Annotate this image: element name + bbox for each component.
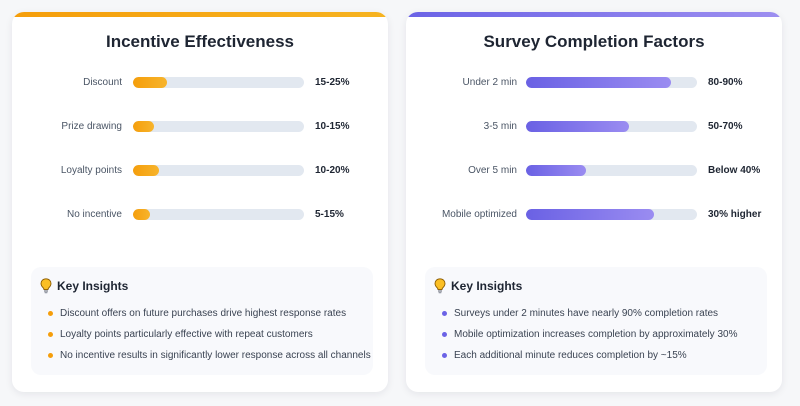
value-label: 50-70% xyxy=(708,121,743,132)
bullet-dot-icon xyxy=(48,353,53,358)
bar-track xyxy=(526,165,697,176)
chart-title: Survey Completion Factors xyxy=(483,32,705,51)
bar-fill xyxy=(133,209,151,220)
value-label: 80-90% xyxy=(708,77,743,88)
incentive-effectiveness-card: Incentive Effectiveness Discount 15-25% Pr… xyxy=(12,12,388,392)
category-label: Prize drawing xyxy=(61,121,122,132)
bar-row: 3-5 min 50-70% xyxy=(406,120,782,134)
insight-text: Discount offers on future purchases driv… xyxy=(60,308,347,319)
bar-row: Mobile optimized 30% higher xyxy=(406,208,782,222)
bullet-dot-icon xyxy=(442,311,447,316)
survey-completion-card: Survey Completion Factors Under 2 min 80-… xyxy=(406,12,782,392)
value-label: 15-25% xyxy=(315,77,350,88)
insight-text: Each additional minute reduces completio… xyxy=(454,350,687,361)
category-label: 3-5 min xyxy=(483,121,517,132)
value-label: 5-15% xyxy=(315,209,344,220)
bar-track xyxy=(526,77,697,88)
bar-fill xyxy=(526,165,586,176)
bar-track xyxy=(133,165,304,176)
category-label: Mobile optimized xyxy=(441,209,517,220)
bar-row: No incentive 5-15% xyxy=(12,208,388,222)
category-label: Discount xyxy=(83,77,122,88)
bar-row: Discount 15-25% xyxy=(12,76,388,90)
bar-fill xyxy=(526,209,655,220)
insight-item: Loyalty points particularly effective wi… xyxy=(48,328,368,342)
insight-text: Surveys under 2 minutes have nearly 90% … xyxy=(454,308,719,319)
bullet-dot-icon xyxy=(48,311,53,316)
value-label: 10-15% xyxy=(315,121,350,132)
insights-title: Key Insights xyxy=(57,279,129,293)
value-label: Below 40% xyxy=(708,165,761,176)
bar-track xyxy=(526,209,697,220)
bullet-dot-icon xyxy=(442,332,447,337)
insight-item: Surveys under 2 minutes have nearly 90% … xyxy=(442,307,762,321)
category-label: Over 5 min xyxy=(468,165,517,176)
insight-item: Discount offers on future purchases driv… xyxy=(48,307,368,321)
bar-fill xyxy=(526,121,629,132)
insight-text: Mobile optimization increases completion… xyxy=(454,329,738,340)
lightbulb-icon xyxy=(434,278,446,294)
bar-track xyxy=(133,77,304,88)
insights-title: Key Insights xyxy=(451,279,523,293)
bar-row: Prize drawing 10-15% xyxy=(12,120,388,134)
bar-row: Over 5 min Below 40% xyxy=(406,164,782,178)
lightbulb-icon xyxy=(40,278,52,294)
value-label: 30% higher xyxy=(708,209,762,220)
bar-row: Loyalty points 10-20% xyxy=(12,164,388,178)
bar-row: Under 2 min 80-90% xyxy=(406,76,782,90)
bar-fill xyxy=(133,121,155,132)
accent-bar xyxy=(406,12,782,17)
insight-text: Loyalty points particularly effective wi… xyxy=(60,329,313,340)
category-label: Under 2 min xyxy=(462,77,517,88)
insight-item: No incentive results in significantly lo… xyxy=(48,349,371,363)
bar-track xyxy=(133,121,304,132)
key-insights-panel: Key Insights Surveys under 2 minutes hav… xyxy=(425,267,767,375)
value-label: 10-20% xyxy=(315,165,350,176)
bullet-dot-icon xyxy=(442,353,447,358)
bar-fill xyxy=(133,165,159,176)
bullet-dot-icon xyxy=(48,332,53,337)
insight-item: Each additional minute reduces completio… xyxy=(442,349,762,363)
key-insights-panel: Key Insights Discount offers on future p… xyxy=(31,267,373,375)
accent-bar xyxy=(12,12,388,17)
bar-track xyxy=(133,209,304,220)
chart-title: Incentive Effectiveness xyxy=(105,32,295,51)
category-label: Loyalty points xyxy=(60,165,122,176)
insight-text: No incentive results in significantly lo… xyxy=(60,350,371,361)
bar-track xyxy=(526,121,697,132)
insight-item: Mobile optimization increases completion… xyxy=(442,328,762,342)
bar-fill xyxy=(526,77,672,88)
bar-fill xyxy=(133,77,168,88)
category-label: No incentive xyxy=(66,209,122,220)
